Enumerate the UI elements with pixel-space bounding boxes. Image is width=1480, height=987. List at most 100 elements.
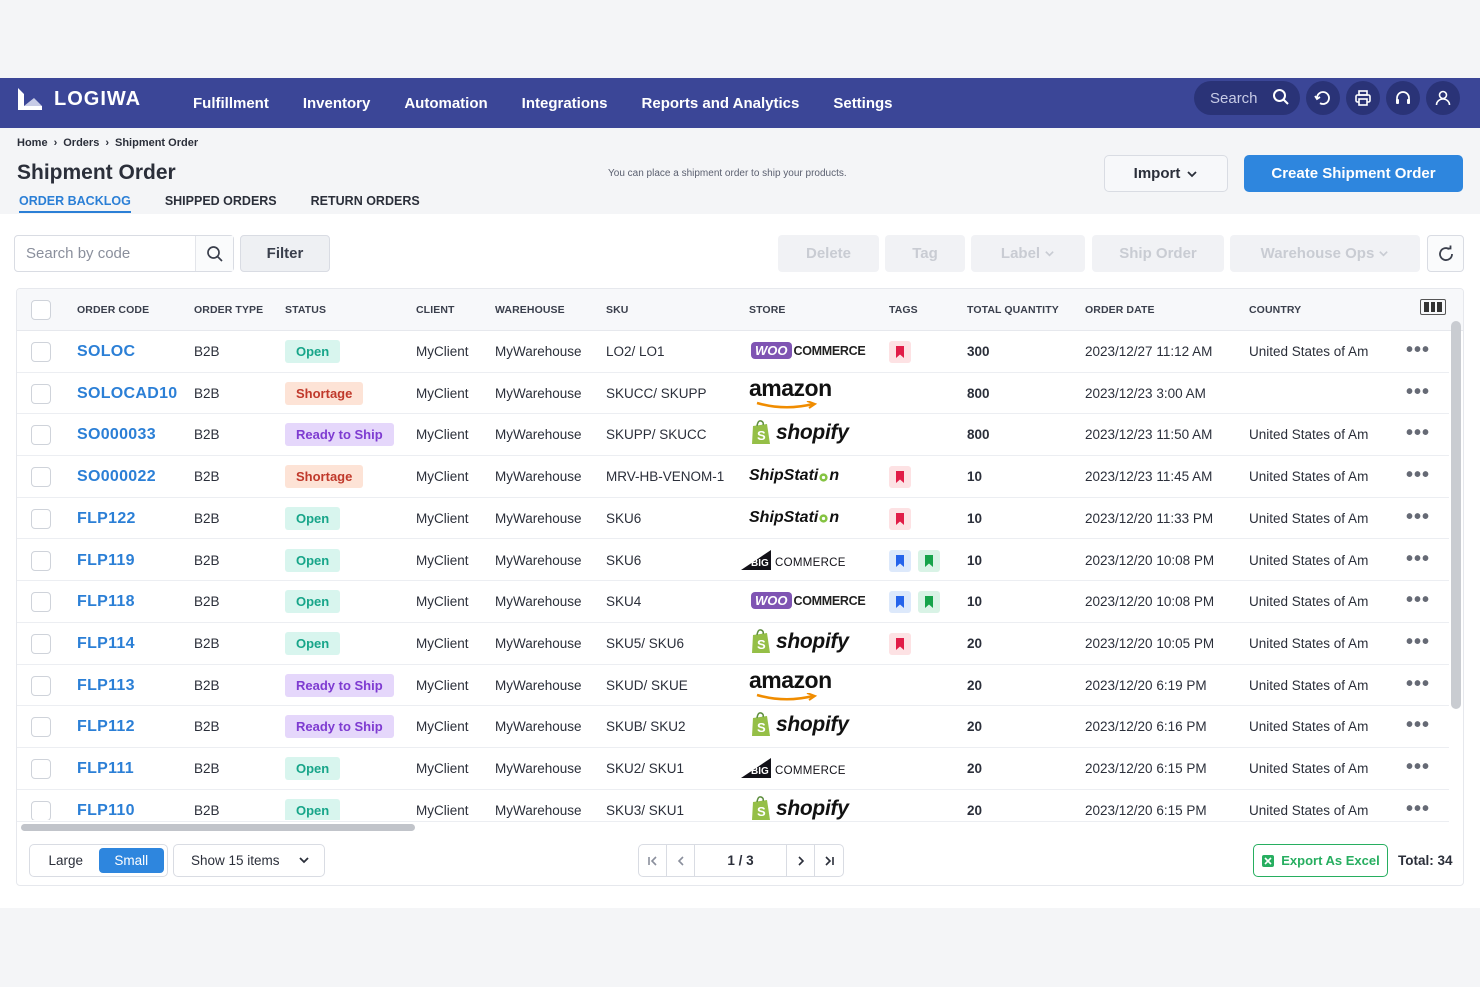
- sync-button[interactable]: [1306, 81, 1340, 115]
- row-checkbox[interactable]: [31, 342, 51, 362]
- page-indicator[interactable]: 1 / 3: [695, 845, 787, 876]
- row-actions-icon[interactable]: •••: [1406, 464, 1431, 487]
- tag-blue[interactable]: [889, 591, 911, 614]
- filter-button[interactable]: Filter: [240, 235, 330, 272]
- label-button[interactable]: Label: [971, 235, 1085, 272]
- first-page-button[interactable]: [639, 845, 667, 876]
- tag-button[interactable]: Tag: [885, 235, 965, 272]
- col-client[interactable]: CLIENT: [416, 304, 455, 316]
- row-checkbox[interactable]: [31, 675, 51, 696]
- order-code-link[interactable]: FLP113: [77, 676, 135, 694]
- table-row[interactable]: SO000022 B2B Shortage MyClient MyWarehouse MR…: [17, 456, 1449, 498]
- warehouse-ops-button[interactable]: Warehouse Ops: [1230, 235, 1420, 272]
- table-row[interactable]: FLP113 B2B Ready to Ship MyClient MyWarehous…: [17, 665, 1449, 707]
- tab-shipped-orders[interactable]: SHIPPED ORDERS: [164, 194, 277, 208]
- prev-page-button[interactable]: [667, 845, 695, 876]
- row-actions-icon[interactable]: •••: [1406, 505, 1431, 528]
- col-order-date[interactable]: ORDER DATE: [1085, 304, 1155, 316]
- col-status[interactable]: STATUS: [285, 304, 327, 316]
- order-code-link[interactable]: SOLOCAD10: [77, 384, 178, 402]
- col-total-quantity[interactable]: TOTAL QUANTITY: [967, 304, 1059, 316]
- order-code-link[interactable]: FLP111: [77, 760, 134, 777]
- table-row[interactable]: FLP111 B2B Open MyClient MyWarehouse SKU2/ SK…: [17, 748, 1449, 790]
- order-code-link[interactable]: FLP118: [77, 593, 135, 611]
- row-checkbox[interactable]: [31, 550, 51, 571]
- next-page-button[interactable]: [787, 845, 815, 876]
- horizontal-scrollbar-thumb[interactable]: [21, 824, 415, 831]
- breadcrumb-orders[interactable]: Orders: [63, 137, 100, 149]
- nav-settings[interactable]: Settings: [833, 94, 893, 112]
- delete-button[interactable]: Delete: [778, 235, 879, 272]
- tag-green[interactable]: [918, 591, 940, 614]
- table-row[interactable]: FLP122 B2B Open MyClient MyWarehouse SKU6 Ship…: [17, 498, 1449, 540]
- nav-integrations[interactable]: Integrations: [521, 94, 608, 112]
- table-row[interactable]: FLP110 B2B Open MyClient MyWarehouse SKU3/ SK…: [17, 790, 1449, 820]
- table-row[interactable]: FLP119 B2B Open MyClient MyWarehouse SKU6 BIG C…: [17, 540, 1449, 582]
- order-code-link[interactable]: FLP119: [77, 551, 135, 569]
- page-size-select[interactable]: Show 15 items: [173, 844, 325, 877]
- table-row[interactable]: FLP114 B2B Open MyClient MyWarehouse SKU5/ SK…: [17, 623, 1449, 665]
- row-actions-icon[interactable]: •••: [1406, 797, 1431, 820]
- tag-red[interactable]: [889, 341, 911, 363]
- table-row[interactable]: FLP118 B2B Open MyClient MyWarehouse SKU4 WOO C…: [17, 581, 1449, 623]
- size-large-button[interactable]: Large: [48, 853, 84, 868]
- tag-red[interactable]: [889, 632, 911, 655]
- col-store[interactable]: STORE: [749, 304, 786, 316]
- nav-automation[interactable]: Automation: [404, 94, 488, 112]
- col-tags[interactable]: TAGS: [889, 304, 918, 316]
- search-submit-button[interactable]: [195, 236, 233, 271]
- row-actions-icon[interactable]: •••: [1406, 714, 1431, 737]
- table-row[interactable]: FLP112 B2B Ready to Ship MyClient MyWarehous…: [17, 706, 1449, 748]
- search-input[interactable]: [15, 236, 195, 271]
- size-small-button[interactable]: Small: [98, 848, 164, 873]
- order-code-link[interactable]: SO000033: [77, 426, 156, 444]
- row-checkbox[interactable]: [31, 717, 51, 738]
- export-excel-button[interactable]: Export As Excel: [1253, 844, 1388, 877]
- tag-blue[interactable]: [889, 549, 911, 572]
- row-checkbox[interactable]: [31, 633, 51, 654]
- row-actions-icon[interactable]: •••: [1406, 547, 1431, 570]
- nav-inventory[interactable]: Inventory: [302, 94, 371, 112]
- row-actions-icon[interactable]: •••: [1406, 422, 1431, 445]
- global-search[interactable]: Search: [1194, 81, 1300, 115]
- row-checkbox[interactable]: [31, 800, 51, 820]
- row-checkbox[interactable]: [31, 759, 51, 779]
- refresh-button[interactable]: [1427, 235, 1464, 272]
- horizontal-scrollbar[interactable]: [17, 821, 1449, 831]
- table-row[interactable]: SO000033 B2B Ready to Ship MyClient MyWareho…: [17, 414, 1449, 457]
- column-settings-icon[interactable]: [1420, 299, 1446, 315]
- col-sku[interactable]: SKU: [606, 304, 629, 316]
- tag-green[interactable]: [918, 549, 940, 572]
- row-actions-icon[interactable]: •••: [1406, 589, 1431, 612]
- table-row[interactable]: SOLOC B2B Open MyClient MyWarehouse LO2/ LO1 W…: [17, 331, 1449, 373]
- col-country[interactable]: COUNTRY: [1249, 304, 1302, 316]
- row-checkbox[interactable]: [31, 425, 51, 446]
- row-checkbox[interactable]: [31, 383, 51, 404]
- nav-fulfillment[interactable]: Fulfillment: [193, 94, 269, 112]
- create-shipment-order-button[interactable]: Create Shipment Order: [1244, 155, 1463, 192]
- row-actions-icon[interactable]: •••: [1406, 380, 1431, 403]
- profile-button[interactable]: [1426, 81, 1460, 115]
- order-code-link[interactable]: FLP114: [77, 634, 135, 652]
- col-warehouse[interactable]: WAREHOUSE: [495, 304, 565, 316]
- row-actions-icon[interactable]: •••: [1406, 756, 1431, 778]
- select-all-checkbox[interactable]: [31, 300, 51, 320]
- row-checkbox[interactable]: [31, 508, 51, 529]
- col-order-code[interactable]: ORDER CODE: [77, 304, 150, 316]
- tag-red[interactable]: [889, 466, 911, 489]
- import-button[interactable]: Import: [1104, 155, 1228, 192]
- table-row[interactable]: SOLOCAD10 B2B Shortage MyClient MyWarehouse S…: [17, 373, 1449, 415]
- row-checkbox[interactable]: [31, 467, 51, 488]
- tab-order-backlog[interactable]: ORDER BACKLOG: [19, 194, 131, 213]
- row-checkbox[interactable]: [31, 592, 51, 613]
- tab-return-orders[interactable]: RETURN ORDERS: [310, 194, 420, 208]
- print-button[interactable]: [1346, 81, 1380, 115]
- row-actions-icon[interactable]: •••: [1406, 339, 1431, 361]
- last-page-button[interactable]: [815, 845, 843, 876]
- logo[interactable]: LOGIWA: [16, 86, 141, 112]
- order-code-link[interactable]: FLP110: [77, 801, 135, 819]
- row-actions-icon[interactable]: •••: [1406, 672, 1431, 695]
- order-code-link[interactable]: FLP112: [77, 718, 135, 736]
- vertical-scrollbar[interactable]: [1451, 321, 1461, 709]
- order-code-link[interactable]: FLP122: [77, 509, 136, 527]
